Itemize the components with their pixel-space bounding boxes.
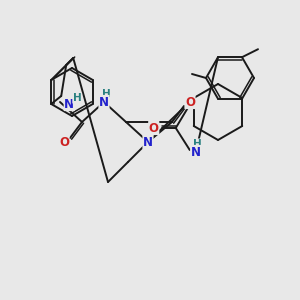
- Text: N: N: [143, 136, 153, 148]
- Text: N: N: [99, 95, 109, 109]
- Text: H: H: [194, 139, 202, 149]
- Text: H: H: [102, 89, 110, 99]
- Text: H: H: [73, 93, 82, 103]
- Text: N: N: [191, 146, 201, 158]
- Text: O: O: [149, 122, 159, 134]
- Text: N: N: [64, 98, 74, 110]
- Text: O: O: [185, 95, 195, 109]
- Text: O: O: [59, 136, 69, 148]
